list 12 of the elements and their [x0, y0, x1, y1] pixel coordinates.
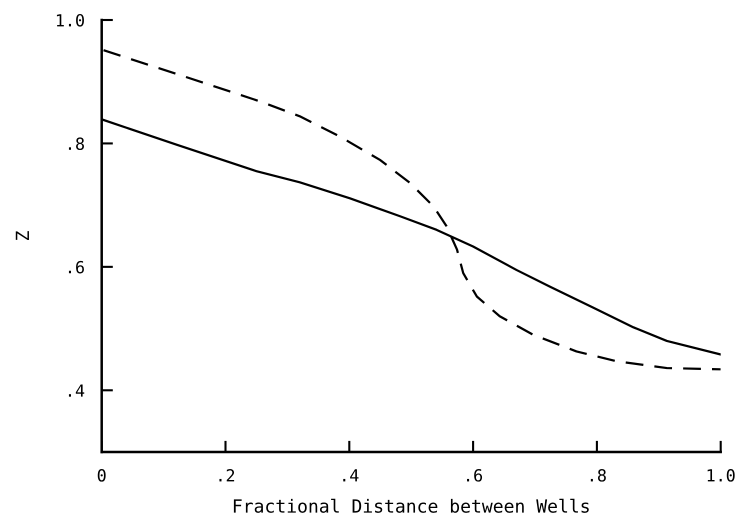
y-tick-label: .6 — [68, 260, 84, 274]
x-axis-title: Fractional Distance between Wells — [234, 498, 589, 513]
x-tick-label: 0 — [98, 469, 106, 482]
y-axis-title: Z — [16, 231, 29, 240]
y-tick-label: 1.0 — [56, 14, 84, 27]
x-tick-label: .8 — [590, 469, 606, 482]
y-tick-label: .8 — [68, 137, 84, 150]
x-tick-label: .4 — [343, 469, 359, 482]
x-tick-label: .2 — [219, 469, 234, 482]
x-tick-label: .6 — [467, 469, 482, 482]
x-tick-label: 1.0 — [708, 469, 735, 482]
y-tick-label: .4 — [68, 384, 84, 397]
